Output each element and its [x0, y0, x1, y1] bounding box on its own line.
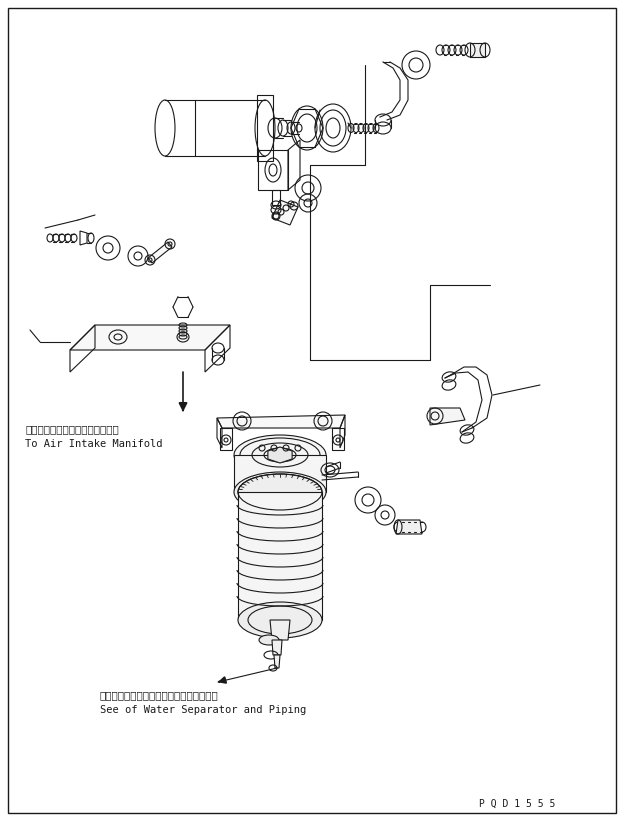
Text: To Air Intake Manifold: To Air Intake Manifold: [25, 439, 162, 449]
Text: ウォータセパレータおよびパイピング参照: ウォータセパレータおよびパイピング参照: [100, 690, 219, 700]
Text: エアーインテークマニホールドヘ: エアーインテークマニホールドヘ: [25, 424, 119, 434]
Ellipse shape: [238, 474, 322, 510]
Polygon shape: [270, 620, 290, 640]
Polygon shape: [396, 520, 422, 534]
Polygon shape: [70, 325, 230, 350]
Text: P Q D 1 5 5 5: P Q D 1 5 5 5: [479, 799, 555, 809]
Polygon shape: [272, 640, 282, 655]
Text: See of Water Separator and Piping: See of Water Separator and Piping: [100, 705, 306, 715]
Polygon shape: [148, 242, 172, 263]
Ellipse shape: [234, 435, 326, 475]
Polygon shape: [274, 655, 280, 668]
Ellipse shape: [238, 602, 322, 638]
Polygon shape: [238, 492, 322, 620]
Ellipse shape: [234, 472, 326, 512]
Polygon shape: [430, 408, 465, 425]
Ellipse shape: [259, 635, 279, 645]
Polygon shape: [272, 200, 298, 225]
Polygon shape: [268, 447, 292, 463]
Polygon shape: [217, 415, 345, 428]
Polygon shape: [234, 455, 326, 492]
Polygon shape: [470, 43, 485, 57]
